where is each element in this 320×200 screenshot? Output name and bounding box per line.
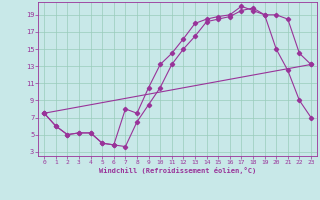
X-axis label: Windchill (Refroidissement éolien,°C): Windchill (Refroidissement éolien,°C) xyxy=(99,167,256,174)
